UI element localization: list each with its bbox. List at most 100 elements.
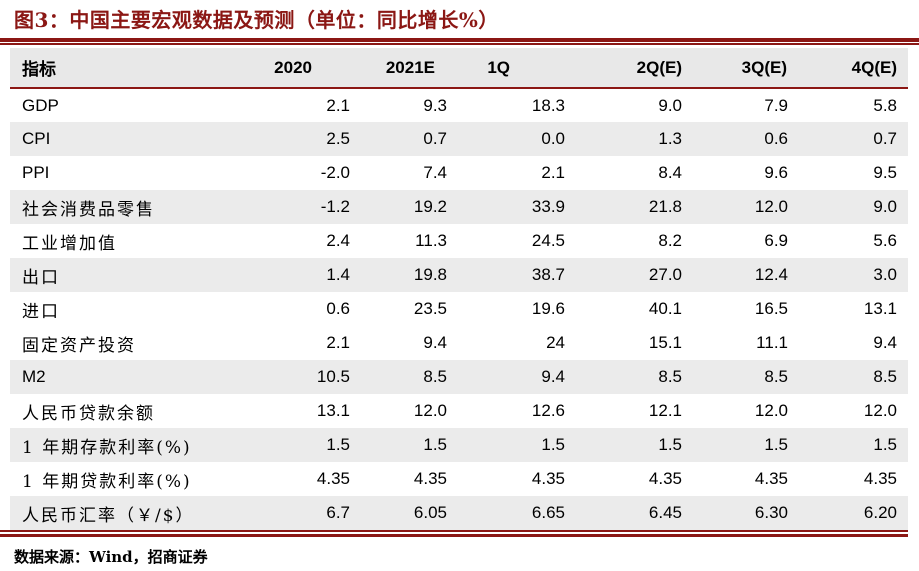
row-label: 固定资产投资 xyxy=(22,335,136,356)
column-header-3q-e: 3Q(E) xyxy=(741,57,787,77)
table-row: 人民币汇率（￥/$） 6.7 6.05 6.65 6.45 6.30 6.20 xyxy=(10,496,908,530)
cell-value: 19.2 xyxy=(413,197,447,216)
figure-title: 图3：中国主要宏观数据及预测（单位：同比增长%） xyxy=(14,8,499,32)
cell-value: 19.8 xyxy=(413,265,447,284)
cell-value: 1.5 xyxy=(326,435,350,454)
cell-value: 13.1 xyxy=(863,299,897,318)
cell-value: 9.4 xyxy=(541,367,565,386)
table-row: 出口 1.4 19.8 38.7 27.0 12.4 3.0 xyxy=(10,258,908,292)
table-row: GDP 2.1 9.3 18.3 9.0 7.9 5.8 xyxy=(10,88,908,122)
row-label: 工业增加值 xyxy=(22,233,117,254)
cell-value: 24 xyxy=(546,333,565,352)
cell-value: 9.4 xyxy=(873,333,897,352)
row-label: 人民币汇率（￥/$） xyxy=(22,505,195,526)
cell-value: 0.6 xyxy=(326,299,350,318)
cell-value: 8.4 xyxy=(658,163,682,182)
cell-value: 4.35 xyxy=(754,469,788,488)
macro-data-table: 指标 2020 2021E 1Q 2Q(E) 3Q(E) 4Q(E) GDP 2.1 9.3 18… xyxy=(10,48,908,530)
cell-value: 2.4 xyxy=(326,231,350,250)
cell-value: 1.5 xyxy=(423,435,447,454)
cell-value: 4.35 xyxy=(413,469,447,488)
cell-value: 9.6 xyxy=(764,163,788,182)
cell-value: 12.4 xyxy=(754,265,788,284)
cell-value: 12.6 xyxy=(531,401,565,420)
cell-value: 2.1 xyxy=(541,163,565,182)
row-label: CPI xyxy=(22,129,51,148)
cell-value: 1.4 xyxy=(326,265,350,284)
cell-value: 1.5 xyxy=(764,435,788,454)
cell-value: 8.5 xyxy=(873,367,897,386)
cell-value: 12.1 xyxy=(648,401,682,420)
row-label: GDP xyxy=(22,95,59,115)
table-row: M2 10.5 8.5 9.4 8.5 8.5 8.5 xyxy=(10,360,908,394)
cell-value: 38.7 xyxy=(531,265,565,284)
cell-value: 8.5 xyxy=(764,367,788,386)
cell-value: 23.5 xyxy=(413,299,447,318)
row-label: 社会消费品零售 xyxy=(22,199,155,220)
cell-value: 7.9 xyxy=(764,95,788,115)
table-row: 固定资产投资 2.1 9.4 24 15.1 11.1 9.4 xyxy=(10,326,908,360)
cell-value: 5.6 xyxy=(873,231,897,250)
cell-value: 6.30 xyxy=(754,503,788,522)
table-row: 工业增加值 2.4 11.3 24.5 8.2 6.9 5.6 xyxy=(10,224,908,258)
cell-value: 12.0 xyxy=(754,197,788,216)
cell-value: 7.4 xyxy=(423,163,447,182)
header-row: 指标 2020 2021E 1Q 2Q(E) 3Q(E) 4Q(E) xyxy=(10,48,908,88)
table-row: CPI 2.5 0.7 0.0 1.3 0.6 0.7 xyxy=(10,122,908,156)
cell-value: 2.1 xyxy=(326,95,350,115)
row-label: 人民币贷款余额 xyxy=(22,403,155,424)
cell-value: 8.2 xyxy=(658,231,682,250)
table-header: 指标 2020 2021E 1Q 2Q(E) 3Q(E) 4Q(E) xyxy=(10,48,908,88)
cell-value: 0.7 xyxy=(873,129,897,148)
column-header-2q-e: 2Q(E) xyxy=(636,57,682,77)
cell-value: 6.45 xyxy=(648,503,682,522)
cell-value: 6.05 xyxy=(413,503,447,522)
cell-value: 40.1 xyxy=(648,299,682,318)
cell-value: 2.1 xyxy=(326,333,350,352)
cell-value: 13.1 xyxy=(316,401,350,420)
cell-value: -1.2 xyxy=(320,197,350,216)
cell-value: 24.5 xyxy=(531,231,565,250)
cell-value: 8.5 xyxy=(658,367,682,386)
source-note: 数据来源：Wind，招商证券 xyxy=(14,548,208,566)
cell-value: 0.7 xyxy=(423,129,447,148)
cell-value: 15.1 xyxy=(648,333,682,352)
row-label: 1 年期存款利率(%) xyxy=(22,437,192,458)
cell-value: 19.6 xyxy=(531,299,565,318)
cell-value: 16.5 xyxy=(754,299,788,318)
cell-value: 9.3 xyxy=(423,95,447,115)
cell-value: 27.0 xyxy=(648,265,682,284)
cell-value: 11.1 xyxy=(756,333,788,352)
cell-value: 3.0 xyxy=(873,265,897,284)
cell-value: 5.8 xyxy=(873,95,897,115)
cell-value: 8.5 xyxy=(423,367,447,386)
cell-value: 12.0 xyxy=(754,401,788,420)
cell-value: 4.35 xyxy=(863,469,897,488)
table-row: 进口 0.6 23.5 19.6 40.1 16.5 13.1 xyxy=(10,292,908,326)
row-label: PPI xyxy=(22,163,50,182)
row-label: 进口 xyxy=(22,301,60,322)
row-label: 1 年期贷款利率(%) xyxy=(22,471,192,492)
cell-value: 11.3 xyxy=(415,231,447,250)
cell-value: 33.9 xyxy=(531,197,565,216)
cell-value: 0.6 xyxy=(764,129,788,148)
column-header-1q: 1Q xyxy=(487,57,510,77)
column-header-indicator: 指标 xyxy=(22,60,56,80)
row-label: 出口 xyxy=(22,267,60,288)
cell-value: 6.20 xyxy=(863,503,897,522)
cell-value: 12.0 xyxy=(413,401,447,420)
cell-value: 4.35 xyxy=(316,469,350,488)
row-label: M2 xyxy=(22,367,46,386)
table-row: 1 年期贷款利率(%) 4.35 4.35 4.35 4.35 4.35 4.35 xyxy=(10,462,908,496)
cell-value: 2.5 xyxy=(326,129,350,148)
cell-value: 10.5 xyxy=(316,367,350,386)
cell-value: 1.5 xyxy=(658,435,682,454)
cell-value: 4.35 xyxy=(648,469,682,488)
cell-value: 12.0 xyxy=(863,401,897,420)
cell-value: 6.7 xyxy=(326,503,350,522)
table-bottom-divider xyxy=(0,530,908,537)
cell-value: 9.0 xyxy=(658,95,682,115)
cell-value: 0.0 xyxy=(541,129,565,148)
cell-value: -2.0 xyxy=(320,163,350,182)
table-body: GDP 2.1 9.3 18.3 9.0 7.9 5.8 CPI 2.5 0.7 0.0 1.3 0.6… xyxy=(10,88,908,530)
